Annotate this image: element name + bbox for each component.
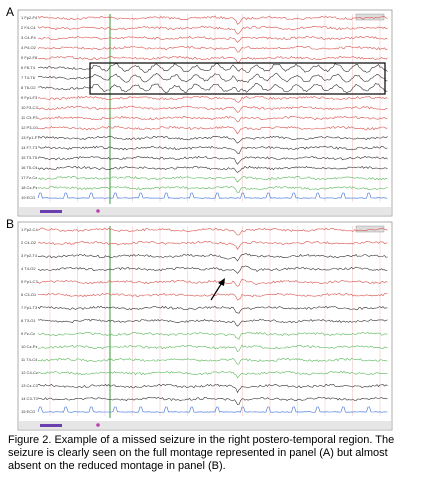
- channel-label: 8 T6-O2: [21, 85, 36, 90]
- eeg-trace: [37, 192, 388, 199]
- eeg-trace: [37, 240, 388, 250]
- channel-label: 1 Fp2-C4: [21, 227, 38, 232]
- eeg-trace: [37, 265, 388, 274]
- caption: Figure 2. Example of a missed seizure in…: [8, 434, 395, 472]
- eeg-trace: [37, 25, 388, 35]
- eeg-trace: [37, 370, 388, 379]
- eeg-trace: [37, 62, 388, 73]
- figure: A 1 Fp2-F4 2 F4-C4 3 C4-P4 4 P4-O2 5 Fp2-F8 6 …: [6, 5, 393, 431]
- eeg-trace: [37, 227, 388, 236]
- eeg-trace: [37, 115, 388, 123]
- eeg-trace: [37, 55, 388, 63]
- channel-label: 3 C4-P4: [21, 35, 36, 40]
- channel-label: 12 P3-O1: [21, 125, 39, 130]
- toolbar-bar: [40, 210, 62, 213]
- eeg-trace: [37, 82, 388, 94]
- toolbar-dot: [96, 209, 100, 213]
- eeg-trace: [37, 165, 388, 173]
- channel-label: 2 C4-O2: [21, 240, 37, 245]
- eeg-trace: [37, 406, 388, 413]
- toolbar-dot: [96, 423, 100, 427]
- eeg-trace: [37, 35, 388, 43]
- channel-label: 13 Fp1-F7: [21, 135, 40, 140]
- channel-label: 1 Fp2-F4: [21, 15, 38, 20]
- tag: [355, 225, 385, 233]
- eeg-trace: [37, 135, 388, 144]
- eeg-trace: [37, 318, 388, 327]
- channel-label: 14 C3-T3: [21, 396, 38, 401]
- channel-label: 14 F7-T3: [21, 145, 38, 150]
- panel-label: B: [6, 217, 14, 231]
- eeg-trace: [37, 383, 388, 394]
- toolbar: [19, 421, 391, 429]
- tag: [355, 13, 385, 21]
- channel-label: 13 Cz-C3: [21, 383, 39, 388]
- channel-label: 15 T3-T5: [21, 155, 38, 160]
- channel-label: 15 ECG: [21, 409, 35, 414]
- seizure-highlight: [89, 62, 386, 95]
- eeg-trace: [37, 72, 388, 83]
- channel-label: 9 Fz-Cz: [21, 331, 35, 336]
- eeg-trace: [37, 95, 388, 103]
- eeg-trace: [37, 175, 388, 183]
- toolbar: [19, 207, 391, 215]
- channel-label: 6 F8-T4: [21, 65, 36, 70]
- channel-label: 19 ECG: [21, 195, 35, 200]
- eeg-trace: [37, 155, 388, 165]
- channel-label: 8 T3-O1: [21, 318, 36, 323]
- eeg-trace: [38, 145, 388, 155]
- panel-frame: [17, 221, 393, 431]
- eeg-trace: [37, 185, 388, 193]
- channel-label: 16 T5-O1: [21, 165, 39, 170]
- eeg-trace: [37, 396, 388, 405]
- eeg-trace: [37, 278, 388, 287]
- channel-label: 4 T4-O2: [21, 266, 36, 271]
- panel-frame: [17, 9, 393, 217]
- eeg-trace: [37, 15, 388, 25]
- eeg-trace: [37, 105, 388, 113]
- eeg-trace: [37, 357, 388, 365]
- channel-label: 17 Fz-Cz: [21, 175, 37, 180]
- eeg-trace: [38, 344, 388, 353]
- channel-label: 4 P4-O2: [21, 45, 37, 50]
- channel-label: 5 Fp1-C3: [21, 279, 38, 284]
- eeg-trace: [37, 305, 388, 314]
- channel-label: 11 C3-P3: [21, 115, 38, 120]
- channel-label: 2 F4-C4: [21, 25, 36, 30]
- eeg-trace: [37, 125, 388, 135]
- eeg-trace: [37, 45, 388, 53]
- channel-label: 10 Cz-Pz: [21, 344, 37, 349]
- channel-label: 7 Fp1-T3: [21, 305, 38, 310]
- channel-label: 10 F3-C3: [21, 105, 38, 110]
- eeg-trace: [37, 331, 388, 340]
- channel-label: 11 T4-C4: [21, 357, 38, 362]
- eeg-trace: [37, 292, 388, 301]
- eeg-trace: [37, 253, 388, 262]
- channel-label: 9 Fp1-F3: [21, 95, 38, 100]
- channel-label: 12 C4-Cz: [21, 370, 38, 375]
- channel-label: 7 T4-T6: [21, 75, 36, 80]
- panel-label: A: [6, 5, 14, 19]
- channel-label: 5 Fp2-F8: [21, 55, 38, 60]
- arrow-head: [218, 278, 225, 286]
- channel-label: 6 C3-O1: [21, 292, 37, 297]
- channel-label: 18 Cz-Pz: [21, 185, 37, 190]
- channel-label: 3 Fp2-T4: [21, 253, 38, 258]
- toolbar-bar: [40, 424, 62, 427]
